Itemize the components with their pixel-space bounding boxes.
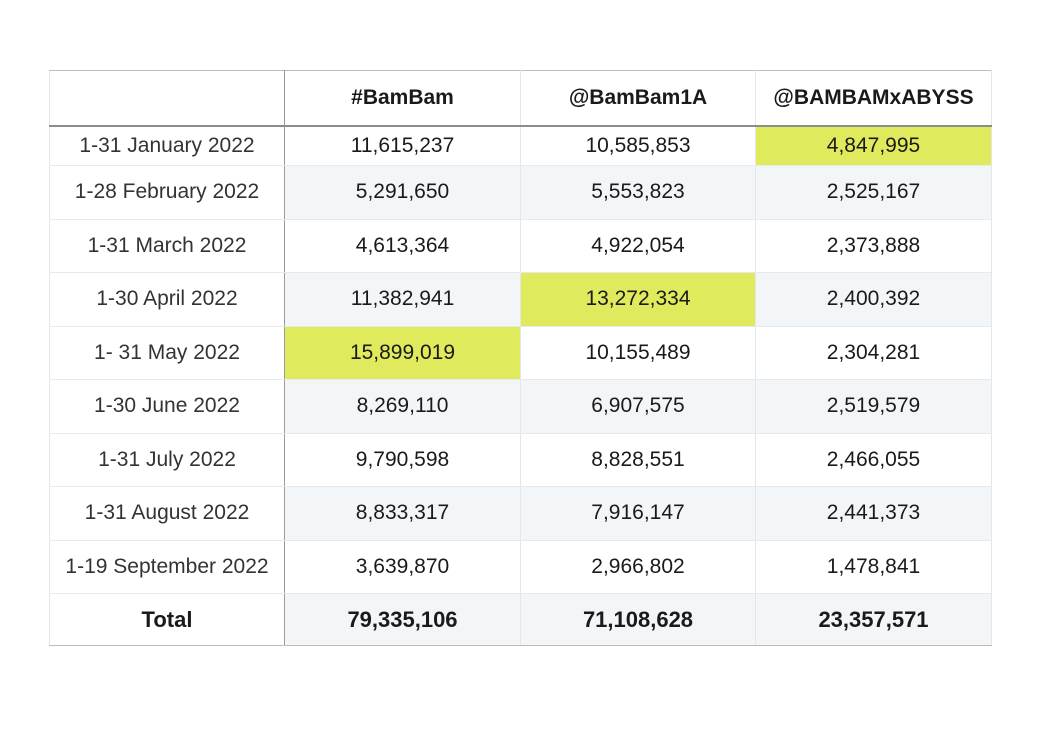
- cell-bambam1a: 8,828,551: [520, 433, 756, 487]
- cell-bambamxabyss-highlighted: 4,847,995: [755, 125, 992, 166]
- row-label: 1-28 February 2022: [49, 165, 285, 220]
- row-label: 1-30 June 2022: [49, 379, 285, 434]
- cell-bambamxabyss: 2,304,281: [755, 326, 992, 380]
- cell-bambam1a-highlighted: 13,272,334: [520, 272, 756, 327]
- table-row: 1-30 June 2022 8,269,110 6,907,575 2,519…: [49, 379, 992, 434]
- cell-bambamxabyss: 2,525,167: [755, 165, 992, 220]
- header-bambamxabyss: @BAMBAMxABYSS: [755, 70, 992, 127]
- table-row: 1- 31 May 2022 15,899,019 10,155,489 2,3…: [49, 326, 992, 380]
- cell-bambamxabyss: 1,478,841: [755, 540, 992, 594]
- mention-counts-table: #BamBam @BamBam1A @BAMBAMxABYSS 1-31 Jan…: [49, 70, 992, 646]
- table-row: 1-31 January 2022 11,615,237 10,585,853 …: [49, 125, 992, 166]
- cell-bambam1a: 10,155,489: [520, 326, 756, 380]
- cell-bambam: 4,613,364: [284, 219, 521, 273]
- cell-bambam: 5,291,650: [284, 165, 521, 220]
- table-row: 1-31 July 2022 9,790,598 8,828,551 2,466…: [49, 433, 992, 487]
- row-label: 1- 31 May 2022: [49, 326, 285, 380]
- header-bambam1a: @BamBam1A: [520, 70, 756, 127]
- cell-bambam: 8,269,110: [284, 379, 521, 434]
- cell-bambamxabyss: 2,441,373: [755, 486, 992, 541]
- header-period: [49, 70, 285, 127]
- total-bambam1a: 71,108,628: [520, 593, 756, 646]
- row-label: 1-31 August 2022: [49, 486, 285, 541]
- table-row: 1-30 April 2022 11,382,941 13,272,334 2,…: [49, 272, 992, 327]
- cell-bambamxabyss: 2,519,579: [755, 379, 992, 434]
- cell-bambam: 8,833,317: [284, 486, 521, 541]
- total-bambam: 79,335,106: [284, 593, 521, 646]
- cell-bambam: 3,639,870: [284, 540, 521, 594]
- cell-bambamxabyss: 2,466,055: [755, 433, 992, 487]
- cell-bambam: 9,790,598: [284, 433, 521, 487]
- cell-bambam1a: 5,553,823: [520, 165, 756, 220]
- table-row: 1-19 September 2022 3,639,870 2,966,802 …: [49, 540, 992, 594]
- table-row: 1-31 August 2022 8,833,317 7,916,147 2,4…: [49, 486, 992, 541]
- total-bambamxabyss: 23,357,571: [755, 593, 992, 646]
- table-row: 1-28 February 2022 5,291,650 5,553,823 2…: [49, 165, 992, 220]
- cell-bambamxabyss: 2,373,888: [755, 219, 992, 273]
- header-row: #BamBam @BamBam1A @BAMBAMxABYSS: [49, 70, 992, 127]
- cell-bambam1a: 2,966,802: [520, 540, 756, 594]
- cell-bambam-highlighted: 15,899,019: [284, 326, 521, 380]
- cell-bambam: 11,615,237: [284, 125, 521, 166]
- header-bambam: #BamBam: [284, 70, 521, 127]
- row-label: 1-31 July 2022: [49, 433, 285, 487]
- row-label: 1-31 March 2022: [49, 219, 285, 273]
- data-table-container: #BamBam @BamBam1A @BAMBAMxABYSS 1-31 Jan…: [49, 70, 992, 646]
- row-label: 1-31 January 2022: [49, 125, 285, 166]
- cell-bambam1a: 4,922,054: [520, 219, 756, 273]
- cell-bambamxabyss: 2,400,392: [755, 272, 992, 327]
- row-label: 1-30 April 2022: [49, 272, 285, 327]
- total-label: Total: [49, 593, 285, 646]
- total-row: Total 79,335,106 71,108,628 23,357,571: [49, 593, 992, 646]
- cell-bambam1a: 10,585,853: [520, 125, 756, 166]
- row-label: 1-19 September 2022: [49, 540, 285, 594]
- table-row: 1-31 March 2022 4,613,364 4,922,054 2,37…: [49, 219, 992, 273]
- cell-bambam1a: 7,916,147: [520, 486, 756, 541]
- cell-bambam1a: 6,907,575: [520, 379, 756, 434]
- cell-bambam: 11,382,941: [284, 272, 521, 327]
